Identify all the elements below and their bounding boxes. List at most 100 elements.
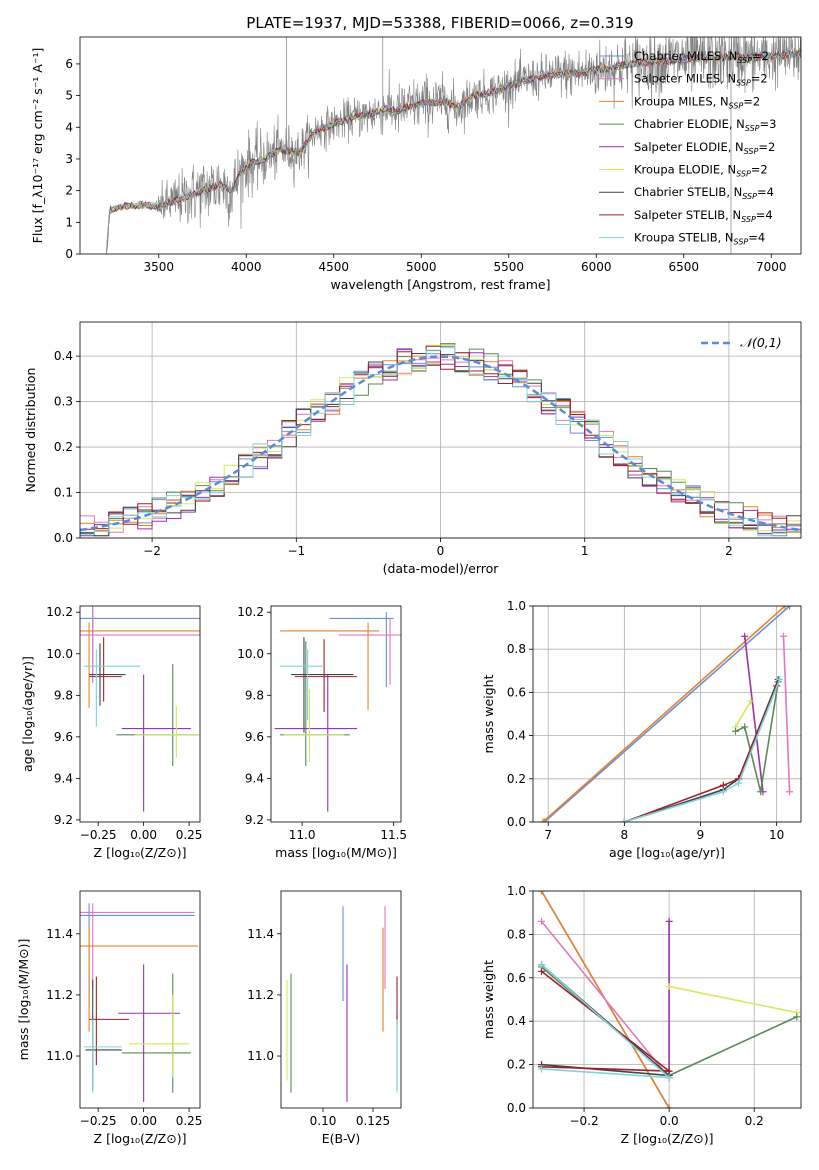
residual_histogram-xtick-label: −1 bbox=[287, 544, 305, 558]
spectrum-xtick-label: 5500 bbox=[493, 260, 524, 274]
mass_weight_vs_Z-marker-salpeter-stelib bbox=[665, 1067, 673, 1075]
mass_weight_vs_age-ytick-label: 0.8 bbox=[507, 642, 526, 656]
mass_weight_vs_age-ytick-label: 0.0 bbox=[507, 815, 526, 829]
mass_vs_ebv-frame bbox=[280, 890, 402, 1109]
spectrum-ytick-label: 6 bbox=[65, 57, 73, 71]
age_vs_mass-data bbox=[274, 612, 401, 812]
spectrum-ytick-label: 4 bbox=[65, 120, 73, 134]
age_vs_Z-xtick-label: 0.00 bbox=[130, 828, 157, 842]
residual_histogram-xtick-label: −2 bbox=[143, 544, 161, 558]
spectrum-ytick-label: 3 bbox=[65, 152, 73, 166]
spectrum-legend: Chabrier MILES, NSSP=2 Salpeter MILES, NS… bbox=[599, 49, 776, 247]
mass_weight_vs_age-ylabel: mass weight bbox=[481, 674, 496, 753]
legend-label: Chabrier ELODIE, NSSP=3 bbox=[634, 117, 776, 133]
legend-suffix: =2 bbox=[752, 49, 769, 63]
legend-suffix: =4 bbox=[748, 231, 765, 245]
mass_weight_vs_age-marker-salpeter-miles bbox=[779, 632, 787, 640]
residual_histogram-ytick-label: 0.0 bbox=[54, 531, 73, 545]
age_vs_mass-xtick-label: 11.5 bbox=[380, 828, 407, 842]
legend-subscript: SSP bbox=[729, 101, 744, 110]
mass_weight_vs_age-marker-kroupa-miles bbox=[539, 818, 547, 822]
residual_histogram-ytick-label: 0.1 bbox=[54, 486, 73, 500]
legend-label: Chabrier STELIB, NSSP=4 bbox=[634, 185, 774, 201]
mass_weight_vs_Z-marker-kroupa-elodie bbox=[665, 982, 673, 990]
legend-label: Kroupa ELODIE, NSSP=2 bbox=[634, 163, 768, 179]
mass_vs_Z-ylabel: mass [log₁₀(M/M⊙)] bbox=[16, 939, 31, 1061]
mass_weight_vs_Z-panel: −0.2 0.0 0.2 0.0 0.2 0.4 0.6 0.8 1.0 Z [log₁₀(Z/Z… bbox=[481, 884, 802, 1146]
residual_histogram-xtick-label: 2 bbox=[725, 544, 733, 558]
legend-suffix: =2 bbox=[758, 140, 775, 154]
age_vs_Z-data bbox=[80, 606, 200, 812]
spectrum-xlabel: wavelength [Angstrom, rest frame] bbox=[330, 277, 550, 292]
mass_vs_Z-ytick-label: 11.0 bbox=[46, 1049, 73, 1063]
mass_weight_vs_age-marker-chabrier-elodie bbox=[732, 727, 740, 735]
legend-label: Salpeter MILES, NSSP=2 bbox=[634, 72, 768, 88]
mass_weight_vs_Z-marker-salpeter-elodie bbox=[665, 917, 673, 925]
legend-suffix: =2 bbox=[751, 72, 768, 86]
residual_histogram-xtick-label: 0 bbox=[437, 544, 445, 558]
legend-suffix: =3 bbox=[760, 117, 777, 131]
residual_histogram-xlabel: (data-model)/error bbox=[383, 561, 500, 576]
mass_weight_vs_age-marker-salpeter-stelib bbox=[719, 781, 727, 789]
mass_weight_vs_Z-ytick-label: 0.8 bbox=[507, 927, 526, 941]
mass_vs_Z-frame bbox=[79, 890, 201, 1109]
mass_weight_vs_age-marker-kroupa-stelib bbox=[719, 788, 727, 796]
mass_vs_Z-axes: −0.25 0.00 0.25 11.0 11.2 11.4 Z [log₁₀(Z/Z⊙)]… bbox=[16, 890, 202, 1146]
spectrum-xtick-label: 6500 bbox=[668, 260, 699, 274]
mass_weight_vs_Z-ytick-label: 0.0 bbox=[507, 1101, 526, 1115]
age_vs_mass-xlabel: mass [log₁₀(M/M⊙)] bbox=[275, 845, 397, 860]
mass_weight_vs_Z-marker-kroupa-stelib bbox=[665, 1074, 673, 1082]
age_vs_Z-ytick-label: 9.2 bbox=[54, 813, 73, 827]
mass_weight_vs_age-marker-salpeter-elodie bbox=[741, 632, 749, 640]
mass_vs_Z-panel: −0.25 0.00 0.25 11.0 11.2 11.4 Z [log₁₀(Z/Z⊙)]… bbox=[16, 890, 202, 1146]
mass_vs_ebv-panel: 0.10 0.125 11.0 11.2 11.4 E(B-V) bbox=[247, 890, 402, 1146]
mass_weight_vs_Z-axes: −0.2 0.0 0.2 0.0 0.2 0.4 0.6 0.8 1.0 Z [log₁₀(Z/Z… bbox=[481, 884, 802, 1146]
spectrum-ylabel: Flux [f_λ10⁻¹⁷ erg cm⁻² s⁻¹ A⁻¹] bbox=[30, 48, 45, 244]
residual_histogram-ytick-label: 0.4 bbox=[54, 349, 73, 363]
mass_weight_vs_age-marker-salpeter-miles bbox=[786, 788, 794, 796]
mass_weight_vs_Z-marker-kroupa-stelib bbox=[538, 1065, 546, 1073]
mass_vs_ebv-xtick-label: 0.10 bbox=[310, 1114, 337, 1128]
mass_weight_vs_age-marker-kroupa-stelib bbox=[620, 818, 628, 822]
spectrum-data-line bbox=[106, 37, 801, 254]
age_vs_Z-xtick-label: 0.25 bbox=[176, 828, 203, 842]
age_vs_Z-ytick-label: 9.6 bbox=[54, 730, 73, 744]
mass_vs_ebv-xlabel: E(B-V) bbox=[322, 1131, 361, 1146]
mass_weight_vs_age-ytick-label: 0.2 bbox=[507, 772, 526, 786]
mass_weight_vs_age-marker-kroupa-miles bbox=[781, 606, 789, 610]
legend-label: 𝒩(0,1) bbox=[740, 335, 782, 350]
spectrum-model-salpeter-stelib bbox=[105, 50, 801, 254]
mass_weight_vs_age-line-chabrier-miles bbox=[543, 606, 791, 822]
spectrum-ytick-label: 1 bbox=[65, 215, 73, 229]
mass_weight_vs_age-line-salpeter-elodie bbox=[743, 636, 764, 792]
spectrum-ytick-label: 5 bbox=[65, 89, 73, 103]
residual_histogram-panel: −2 −1 0 1 2 0.0 0.1 0.2 0.3 0.4 (data-model)/error… bbox=[23, 321, 802, 576]
mass_weight_vs_age-line-chabrier-stelib bbox=[624, 679, 779, 822]
mass_weight_vs_Z-marker-kroupa-miles bbox=[538, 891, 546, 895]
mass_weight_vs_age-line-salpeter-miles bbox=[782, 636, 791, 792]
mass_weight_vs_Z-ytick-label: 0.6 bbox=[507, 971, 526, 985]
histogram-kroupa-elodie bbox=[80, 344, 801, 534]
mass_weight_vs_Z-xlabel: Z [log₁₀(Z/Z⊙)] bbox=[621, 1131, 714, 1146]
mass_weight_vs_Z-line-kroupa-elodie bbox=[668, 985, 797, 1014]
residual_histogram-axes: −2 −1 0 1 2 0.0 0.1 0.2 0.3 0.4 (data-model)/error… bbox=[23, 321, 802, 576]
spectrum-model-kroupa-stelib bbox=[106, 50, 801, 254]
legend-label: Salpeter STELIB, NSSP=4 bbox=[634, 208, 773, 224]
spectrum-axes: 3500 4000 4500 5000 5500 6000 6500 7000 0 1 2 3 4 5 6 w… bbox=[30, 36, 802, 292]
mass_weight_vs_age-marker-kroupa-stelib bbox=[776, 675, 784, 683]
legend-suffix: =4 bbox=[756, 208, 773, 222]
mass_weight_vs_Z-marker-kroupa-stelib bbox=[538, 961, 546, 969]
mass_vs_Z-ytick-label: 11.2 bbox=[46, 988, 73, 1002]
legend-label: Chabrier MILES, NSSP=2 bbox=[634, 49, 769, 65]
mass_weight_vs_Z-marker-chabrier-elodie bbox=[793, 1013, 801, 1021]
spectrum-xtick-label: 4500 bbox=[318, 260, 349, 274]
histogram-kroupa-stelib bbox=[80, 347, 801, 537]
age_vs_mass-xtick-label: 11.0 bbox=[289, 828, 316, 842]
age_vs_Z-ytick-label: 9.8 bbox=[54, 688, 73, 702]
mass_weight_vs_Z-ytick-label: 1.0 bbox=[507, 884, 526, 898]
mass_weight_vs_Z-frame bbox=[532, 890, 802, 1109]
spectrum-xtick-label: 6000 bbox=[581, 260, 612, 274]
legend-subscript: SSP bbox=[736, 170, 751, 179]
age_vs_mass-ytick-label: 9.4 bbox=[245, 771, 264, 785]
